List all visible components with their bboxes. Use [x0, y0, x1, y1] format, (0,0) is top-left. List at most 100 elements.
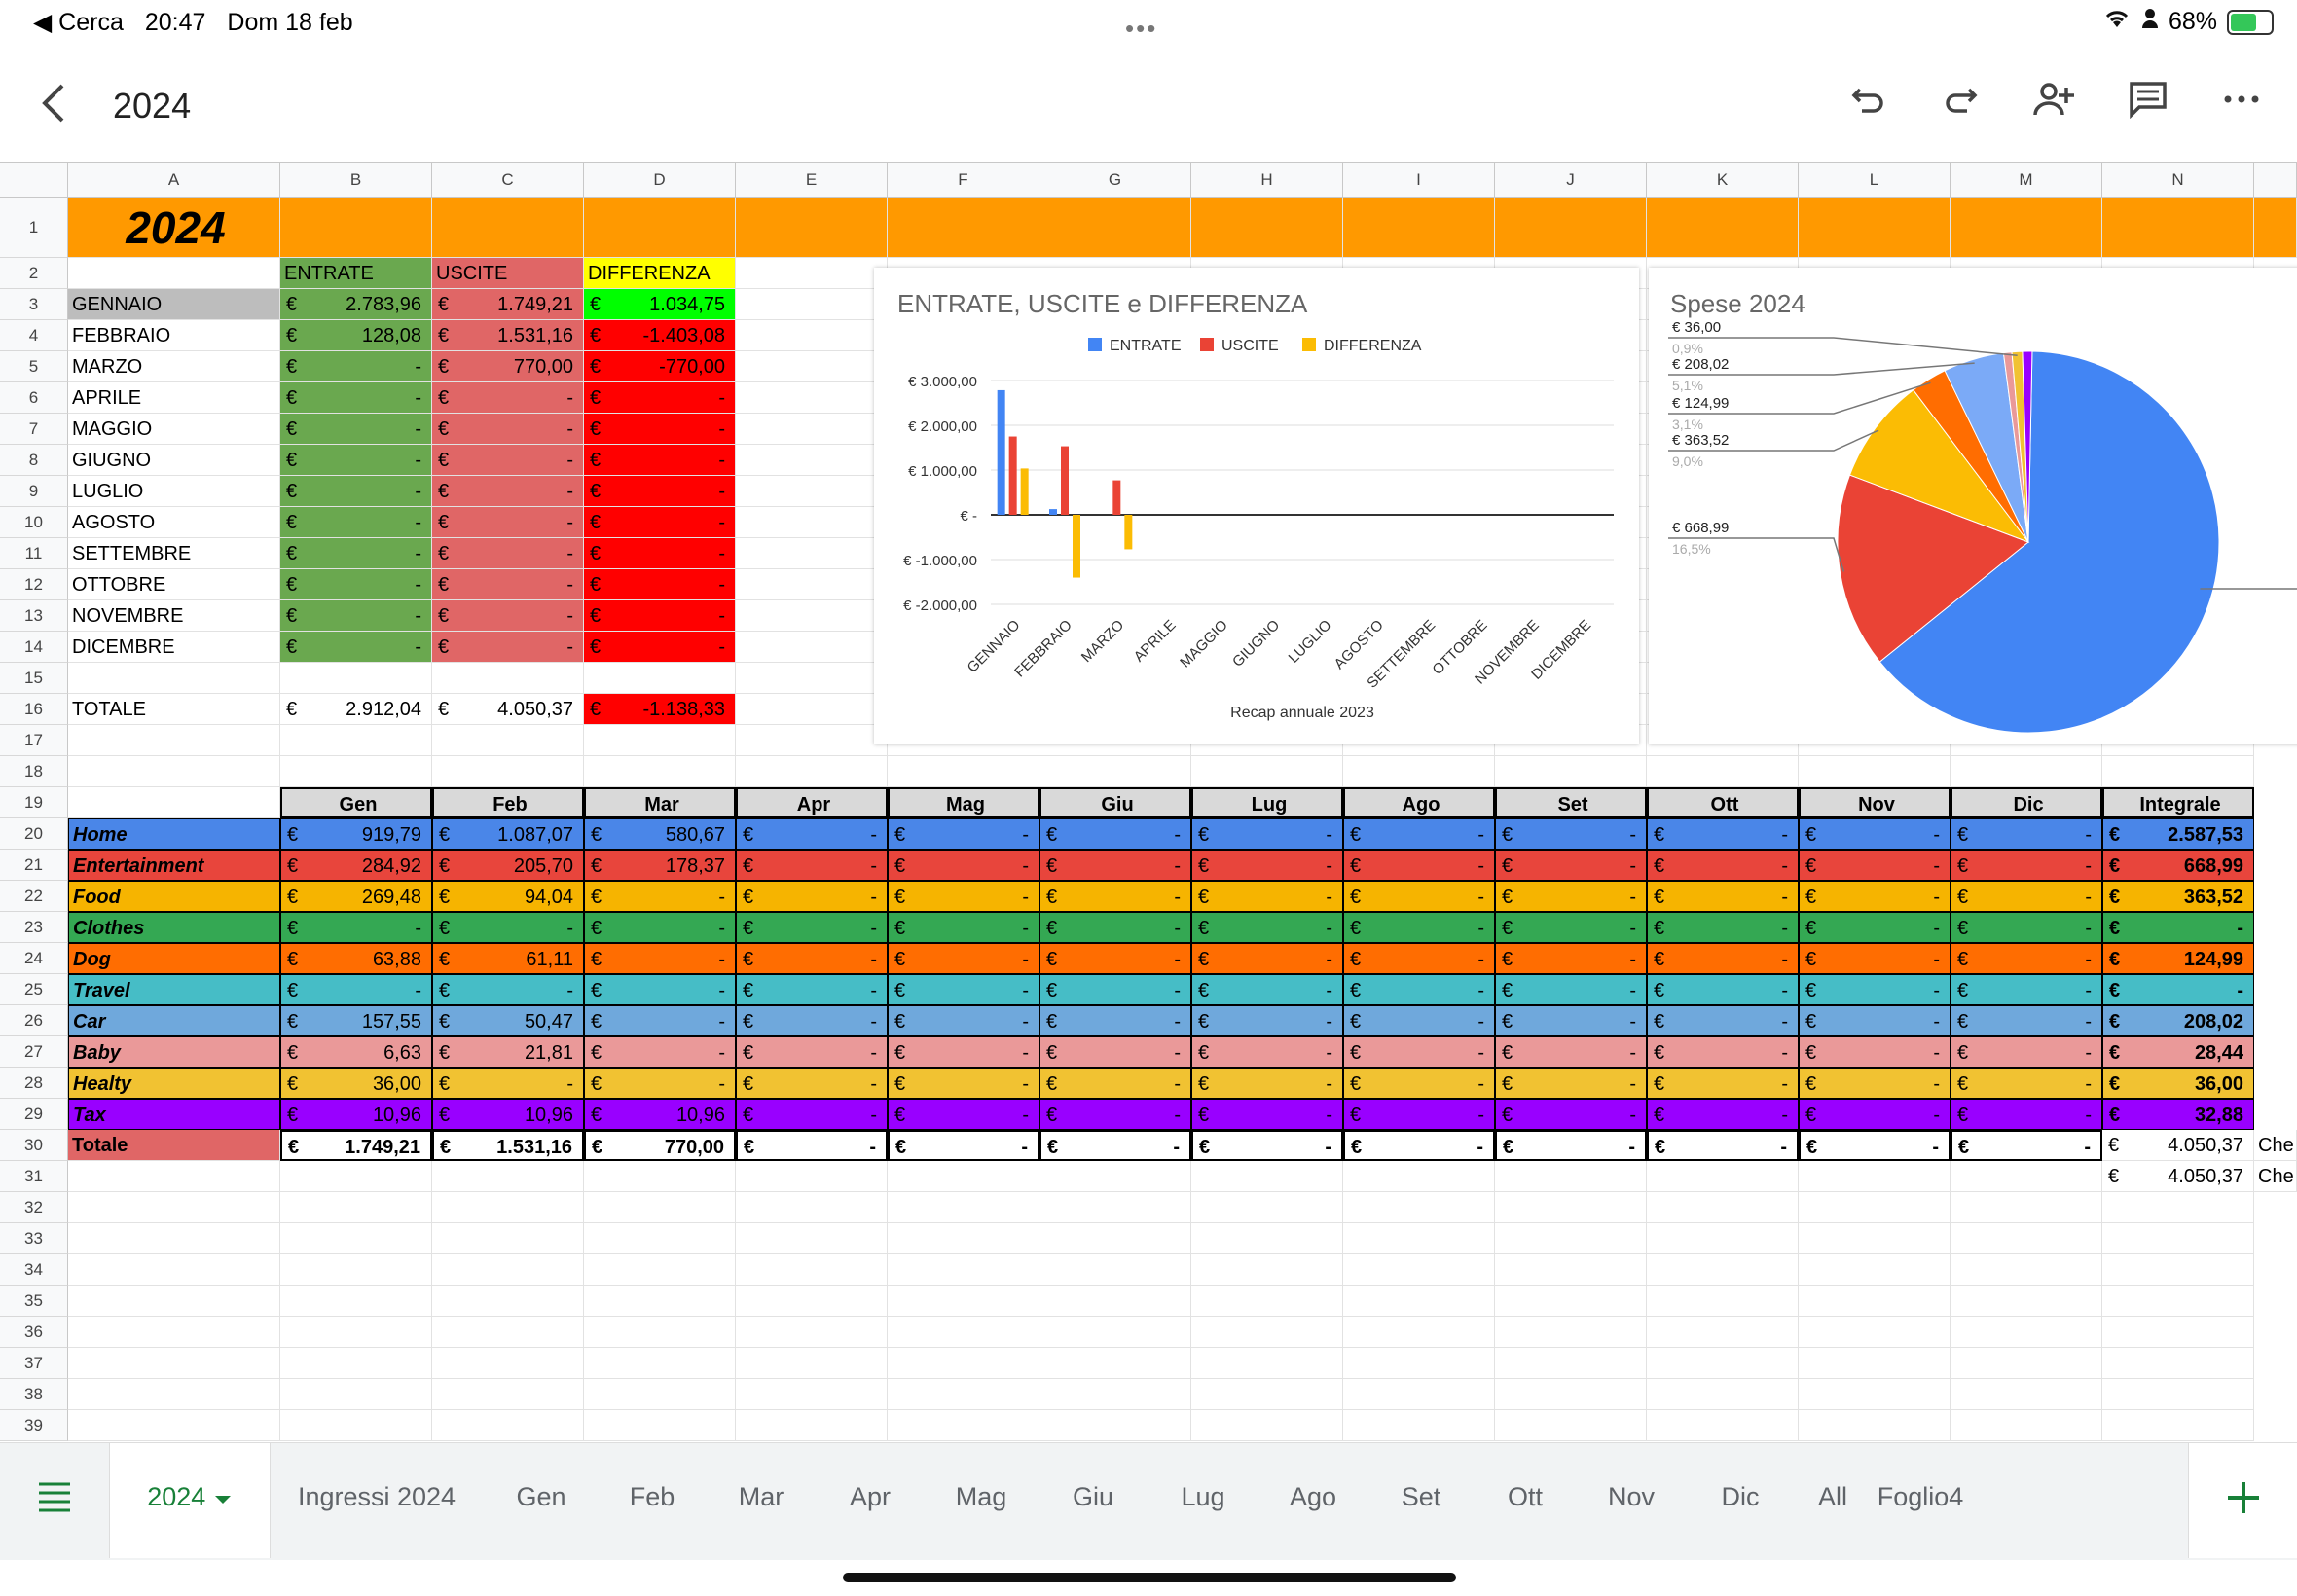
uscite-cell[interactable]: €1.531,16	[432, 320, 584, 351]
differenza-cell[interactable]: € -	[584, 476, 736, 507]
expenses-totale-cell[interactable]: € -	[1647, 1130, 1799, 1161]
grid-cell[interactable]	[736, 289, 888, 320]
expense-cell[interactable]: € -	[888, 1005, 1039, 1036]
differenza-cell[interactable]: €1.034,75	[584, 289, 736, 320]
column-header[interactable]: G	[1039, 163, 1191, 198]
grid-cell[interactable]	[584, 1410, 736, 1441]
grid-cell[interactable]	[280, 1317, 432, 1348]
expense-cell[interactable]: € -	[1799, 881, 1951, 912]
grid-cell[interactable]	[1495, 1286, 1647, 1317]
row-header[interactable]: 24	[0, 943, 68, 974]
expense-cell[interactable]: € -	[1343, 1068, 1495, 1099]
differenza-cell[interactable]: € -	[584, 445, 736, 476]
row-header[interactable]: 2	[0, 258, 68, 289]
bar-chart[interactable]: ENTRATE, USCITE e DIFFERENZA ENTRATE USCIT…	[874, 268, 1639, 744]
expense-cell[interactable]: €580,67	[584, 818, 736, 850]
row-header[interactable]: 36	[0, 1317, 68, 1348]
grid-cell[interactable]	[584, 663, 736, 694]
grid-cell[interactable]	[432, 1317, 584, 1348]
row-header[interactable]: 27	[0, 1036, 68, 1068]
grid-cell[interactable]	[1495, 1410, 1647, 1441]
grid-cell[interactable]	[1799, 1379, 1951, 1410]
entrate-cell[interactable]: €128,08	[280, 320, 432, 351]
grid-cell[interactable]	[1343, 1192, 1495, 1223]
entrate-cell[interactable]: € -	[280, 382, 432, 414]
expense-month-header[interactable]: Gen	[280, 787, 432, 818]
grid-cell[interactable]	[1039, 1348, 1191, 1379]
row-header[interactable]: 32	[0, 1192, 68, 1223]
expenses-totale-cell[interactable]: € -	[1799, 1130, 1951, 1161]
expense-total[interactable]: €208,02	[2102, 1005, 2254, 1036]
grid-cell[interactable]	[68, 1192, 280, 1223]
expense-total[interactable]: €36,00	[2102, 1068, 2254, 1099]
grid-cell[interactable]	[68, 756, 280, 787]
grid-cell[interactable]	[1951, 1317, 2102, 1348]
grid-cell[interactable]	[1343, 1348, 1495, 1379]
expense-cell[interactable]: € -	[1647, 881, 1799, 912]
expense-category[interactable]: Clothes	[68, 912, 280, 943]
check-note[interactable]: Che	[2254, 1161, 2297, 1192]
expense-cell[interactable]: € -	[1951, 1068, 2102, 1099]
sheet-tab[interactable]: Mar	[707, 1443, 816, 1558]
expense-cell[interactable]: € -	[1191, 1099, 1343, 1130]
expense-cell[interactable]: € -	[1951, 912, 2102, 943]
grid-cell[interactable]	[1799, 1286, 1951, 1317]
header-banner-cell[interactable]	[1799, 198, 1951, 258]
grid-cell[interactable]	[68, 1286, 280, 1317]
grid-cell[interactable]	[432, 1379, 584, 1410]
month-label[interactable]: LUGLIO	[68, 476, 280, 507]
row-header[interactable]: 12	[0, 569, 68, 600]
expense-month-header[interactable]: Nov	[1799, 787, 1951, 818]
expenses-totale-cell[interactable]: € -	[736, 1130, 888, 1161]
grid-cell[interactable]	[736, 538, 888, 569]
row-header[interactable]: 16	[0, 694, 68, 725]
grid-cell[interactable]	[1191, 1286, 1343, 1317]
expense-cell[interactable]: € -	[432, 912, 584, 943]
expense-cell[interactable]: € -	[1495, 850, 1647, 881]
more-options-icon[interactable]	[2215, 80, 2268, 132]
grid-cell[interactable]	[1799, 1410, 1951, 1441]
back-chevron-icon[interactable]	[39, 82, 68, 136]
grid-cell[interactable]	[432, 1254, 584, 1286]
grid-cell[interactable]	[888, 1192, 1039, 1223]
expense-category[interactable]: Home	[68, 818, 280, 850]
expense-cell[interactable]: € -	[584, 1036, 736, 1068]
check-note[interactable]: Che	[2254, 1130, 2297, 1161]
expense-cell[interactable]: € -	[280, 974, 432, 1005]
grid-cell[interactable]	[1495, 725, 1647, 756]
expense-total[interactable]: €32,88	[2102, 1099, 2254, 1130]
entrate-cell[interactable]: €2.783,96	[280, 289, 432, 320]
expense-cell[interactable]: € -	[736, 974, 888, 1005]
grid-cell[interactable]	[1799, 1192, 1951, 1223]
header-banner-cell[interactable]	[888, 198, 1039, 258]
expense-cell[interactable]: € -	[1191, 974, 1343, 1005]
grid-cell[interactable]	[432, 663, 584, 694]
row-header[interactable]: 22	[0, 881, 68, 912]
differenza-cell[interactable]: € -	[584, 600, 736, 632]
column-header[interactable]: F	[888, 163, 1039, 198]
expense-cell[interactable]: € -	[1343, 1005, 1495, 1036]
totale-uscite[interactable]: €4.050,37	[432, 694, 584, 725]
grid-cell[interactable]	[736, 507, 888, 538]
expense-cell[interactable]: € -	[1191, 1068, 1343, 1099]
expense-cell[interactable]: € -	[1495, 974, 1647, 1005]
grid-cell[interactable]	[1343, 1379, 1495, 1410]
expense-total[interactable]: € -	[2102, 912, 2254, 943]
expense-cell[interactable]: € -	[1039, 1099, 1191, 1130]
grid-cell[interactable]	[1343, 1254, 1495, 1286]
grid-cell[interactable]	[2102, 1317, 2254, 1348]
grid-cell[interactable]	[68, 1223, 280, 1254]
expense-cell[interactable]: € -	[888, 1036, 1039, 1068]
grid-cell[interactable]	[736, 320, 888, 351]
add-sheet-icon[interactable]	[2188, 1443, 2297, 1558]
grid-cell[interactable]	[1191, 1410, 1343, 1441]
header-banner-cell[interactable]	[1495, 198, 1647, 258]
expense-cell[interactable]: €10,96	[584, 1099, 736, 1130]
grid-cell[interactable]	[1039, 1410, 1191, 1441]
grid-cell[interactable]	[1647, 1348, 1799, 1379]
expense-category[interactable]: Entertainment	[68, 850, 280, 881]
expense-cell[interactable]: € -	[1191, 1036, 1343, 1068]
grid-cell[interactable]	[736, 632, 888, 663]
uscite-cell[interactable]: €770,00	[432, 351, 584, 382]
row-header[interactable]: 25	[0, 974, 68, 1005]
